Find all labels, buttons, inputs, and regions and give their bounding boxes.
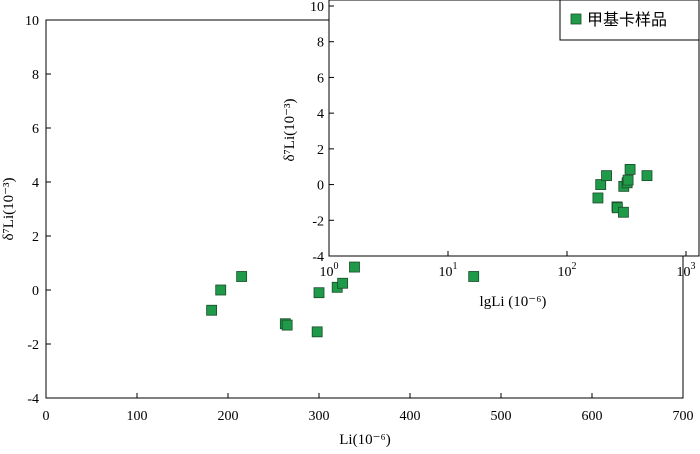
main-y-axis-label: δ⁷Li(10⁻³) xyxy=(1,177,17,240)
legend-box xyxy=(559,0,700,41)
main-x-tick-label: 0 xyxy=(43,409,50,424)
inset-y-tick-label: 6 xyxy=(317,71,324,86)
main-data-point xyxy=(281,319,293,331)
main-scatter-plot: 0 100 200 300 400 500 600 700 -4 -2 0 2 4 6 8 10 Li(10⁻… xyxy=(1,14,694,448)
main-data-point xyxy=(337,277,349,289)
main-y-tick-label: 2 xyxy=(32,230,39,245)
main-axis-ticks: 0 100 200 300 400 500 600 700 -4 -2 0 2 4 6 8 10 xyxy=(25,14,694,424)
inset-x-tick-label: 101 xyxy=(439,261,458,280)
main-data-point xyxy=(313,287,325,299)
main-x-tick-label: 600 xyxy=(582,409,603,424)
legend: 甲基卡样品 xyxy=(559,0,700,41)
inset-axis-ticks: 100 101 102 103 -4 -2 0 2 4 6 8 10 xyxy=(310,0,696,280)
main-x-tick-label: 200 xyxy=(218,409,239,424)
inset-data-point xyxy=(618,206,629,218)
inset-plot-frame xyxy=(328,0,700,257)
main-x-tick-label: 100 xyxy=(127,409,148,424)
main-data-point xyxy=(311,326,323,338)
main-x-tick-label: 300 xyxy=(309,409,330,424)
inset-x-tick-label: 102 xyxy=(558,261,577,280)
inset-y-tick-label: 10 xyxy=(310,0,324,15)
inset-y-tick-label: -2 xyxy=(312,214,324,229)
main-data-point xyxy=(236,271,248,282)
inset-y-tick-label: 2 xyxy=(317,143,324,158)
inset-scatter-plot: 100 101 102 103 -4 -2 0 2 4 6 8 10 lgLi (10⁻⁶) δ⁷Li… xyxy=(282,0,700,310)
main-data-point xyxy=(349,261,360,273)
inset-data-point xyxy=(622,174,634,186)
main-y-tick-label: 10 xyxy=(25,14,39,29)
inset-data-point xyxy=(592,192,604,204)
main-x-tick-label: 500 xyxy=(491,409,512,424)
inset-data-point xyxy=(624,163,636,175)
main-y-tick-label: 8 xyxy=(32,68,39,83)
main-x-tick-label: 700 xyxy=(673,409,694,424)
inset-data-points xyxy=(592,163,653,218)
legend-label: 甲基卡样品 xyxy=(587,10,667,29)
main-data-point xyxy=(468,271,480,282)
inset-data-point xyxy=(595,179,607,190)
inset-y-axis-label: δ⁷Li(10⁻³) xyxy=(282,98,298,161)
inset-data-point xyxy=(601,170,612,182)
legend-marker xyxy=(570,13,582,25)
main-y-tick-label: -4 xyxy=(27,392,39,407)
inset-data-point xyxy=(641,170,653,182)
inset-x-tick-label: 100 xyxy=(320,261,339,280)
inset-y-tick-label: 0 xyxy=(317,179,324,194)
main-data-points xyxy=(206,261,480,338)
main-x-axis-label: Li(10⁻⁶) xyxy=(339,432,390,448)
main-data-point xyxy=(206,304,218,316)
main-y-tick-label: 0 xyxy=(32,284,39,299)
inset-y-tick-label: 8 xyxy=(317,36,324,51)
main-y-tick-label: 4 xyxy=(32,176,39,191)
inset-x-tick-label: 103 xyxy=(677,261,696,280)
main-y-tick-label: 6 xyxy=(32,122,39,137)
main-x-tick-label: 400 xyxy=(400,409,421,424)
inset-x-axis-label: lgLi (10⁻⁶) xyxy=(480,294,547,310)
inset-y-tick-label: -4 xyxy=(312,250,324,265)
main-data-point xyxy=(215,284,227,296)
inset-y-tick-label: 4 xyxy=(317,107,324,122)
main-y-tick-label: -2 xyxy=(27,338,39,353)
inset-background xyxy=(329,0,699,256)
